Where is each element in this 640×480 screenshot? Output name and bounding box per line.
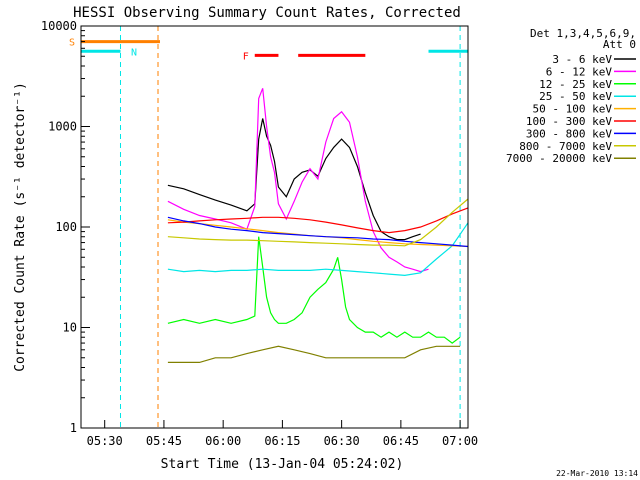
legend-entry-label: 7000 - 20000 keV [506,152,612,165]
legend-entry-label: 800 - 7000 keV [519,140,612,153]
axes: 05:30 05:45 06:00 06:15 06:30 06:45 07:00 1 10 10… [41,19,478,448]
plot-area: S N F [69,26,469,428]
flag-label: S [69,38,75,49]
y-axis-label: Corrected Count Rate (s⁻¹ detector⁻¹) [13,82,28,372]
flag-label: F [243,51,249,62]
series-line [167,236,461,344]
series-line [167,222,469,277]
x-tick-label: 05:45 [146,434,182,448]
legend-entry-label: 300 - 800 keV [526,127,612,140]
flag-label: N [131,47,137,58]
plot-frame [80,25,469,429]
y-tick-label: 100 [55,220,77,234]
y-tick-label: 1 [70,421,77,435]
legend-entry-label: 50 - 100 keV [533,103,613,116]
series-line [167,216,469,248]
series-line [167,207,469,234]
legend-entry-label: 12 - 25 keV [539,78,612,91]
legend-title: Det 1,3,4,5,6,9, [530,27,636,40]
y-tick-label: 10000 [41,19,77,33]
timestamp: 22-Mar-2010 13:14 [556,469,638,478]
y-tick-label: 1000 [48,120,77,134]
legend-entry-label: 6 - 12 keV [546,65,613,78]
x-tick-label: 05:30 [87,434,123,448]
x-axis-label: Start Time (13-Jan-04 05:24:02) [161,457,404,472]
x-tick-label: 06:30 [324,434,360,448]
series-line [167,345,461,363]
legend-title: Att 0 [603,38,636,51]
y-tick-label: 10 [63,321,77,335]
legend-entry-label: 3 - 6 keV [552,53,612,66]
x-tick-label: 06:15 [264,434,300,448]
x-tick-label: 06:45 [383,434,419,448]
series-line [167,118,421,241]
legend-entry-label: 100 - 300 keV [526,115,612,128]
x-tick-label: 06:00 [205,434,241,448]
series-line [167,198,469,247]
x-tick-label: 07:00 [442,434,478,448]
series-line [167,88,429,273]
chart-title: HESSI Observing Summary Count Rates, Cor… [73,5,461,21]
legend-entry-label: 25 - 50 keV [539,90,612,103]
